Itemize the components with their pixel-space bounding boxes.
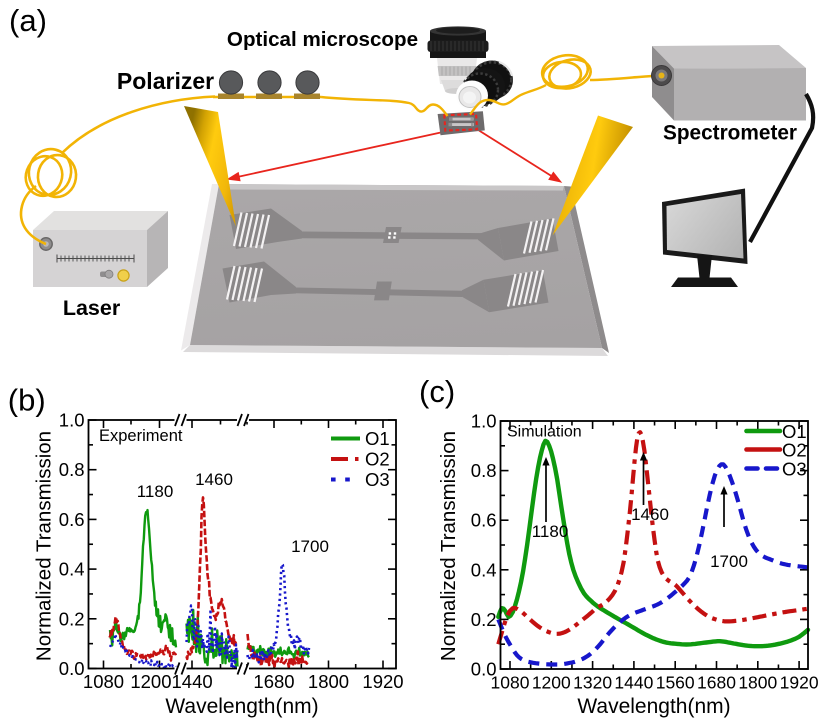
svg-text:0.8: 0.8 [471,460,497,481]
svg-text:1.0: 1.0 [471,411,497,432]
svg-text:Normalized Transmission: Normalized Transmission [437,431,460,661]
svg-text:1680: 1680 [253,671,294,692]
svg-text:1440: 1440 [614,673,653,693]
svg-text:0.8: 0.8 [59,459,85,480]
svg-text:0.0: 0.0 [471,659,497,680]
svg-text:Polarizer: Polarizer [117,68,214,94]
svg-text:0.6: 0.6 [471,510,497,531]
svg-text:Simulation: Simulation [507,424,582,441]
svg-text:1680: 1680 [697,673,736,693]
svg-text:O1: O1 [365,428,390,449]
svg-text:1200: 1200 [532,673,571,693]
svg-text:1200: 1200 [130,671,171,692]
svg-text:0.4: 0.4 [59,559,85,580]
svg-text:0.2: 0.2 [471,609,497,630]
svg-text:Optical microscope: Optical microscope [227,28,418,51]
svg-text:Spectrometer: Spectrometer [663,122,797,145]
svg-text:0.4: 0.4 [471,559,497,580]
svg-text:1460: 1460 [631,505,669,524]
svg-text:1320: 1320 [573,673,612,693]
svg-text:O1: O1 [782,421,807,442]
svg-text:1800: 1800 [738,673,777,693]
svg-text:Wavelength(nm): Wavelength(nm) [165,695,318,718]
svg-text:(b): (b) [8,383,46,418]
svg-text:O3: O3 [782,459,807,480]
svg-text:1440: 1440 [172,671,213,692]
svg-text:(c): (c) [419,374,455,409]
svg-text:1180: 1180 [137,482,174,501]
svg-text:0.2: 0.2 [59,608,85,629]
svg-text:Wavelength(nm): Wavelength(nm) [577,695,730,718]
svg-text:1800: 1800 [308,671,349,692]
svg-text:1080: 1080 [491,673,530,693]
svg-text:O2: O2 [782,440,807,461]
svg-text:1.0: 1.0 [59,410,85,431]
svg-text:0.0: 0.0 [59,658,85,679]
svg-text:1460: 1460 [195,470,233,489]
svg-text:(a): (a) [9,3,47,38]
svg-text:1180: 1180 [532,522,569,541]
svg-text:O3: O3 [365,469,390,490]
svg-text:1080: 1080 [83,671,124,692]
svg-text:1700: 1700 [710,552,748,571]
svg-text:O2: O2 [365,449,390,470]
svg-text:Experiment: Experiment [99,427,183,445]
svg-text:0.6: 0.6 [59,509,85,530]
svg-text:Normalized Transmission: Normalized Transmission [33,431,56,661]
svg-text:1920: 1920 [780,673,819,693]
svg-text:1560: 1560 [656,673,695,693]
svg-text:1920: 1920 [362,671,403,692]
svg-text:Laser: Laser [63,296,121,320]
svg-text:1700: 1700 [291,537,329,556]
